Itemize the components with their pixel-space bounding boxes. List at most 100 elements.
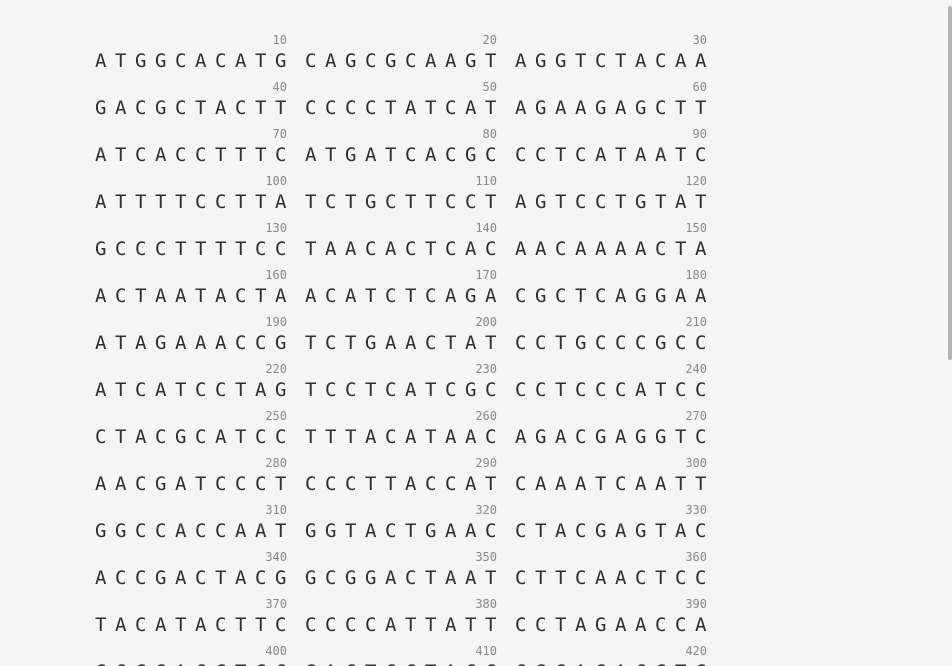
nucleotide: A	[635, 473, 647, 495]
nucleotide: A	[675, 285, 687, 307]
nucleotide: G	[655, 285, 667, 307]
position-number: 400	[265, 644, 287, 658]
nucleotide: A	[235, 567, 247, 589]
vertical-scrollbar[interactable]	[946, 0, 952, 666]
nucleotide: C	[485, 426, 497, 448]
nucleotide: A	[95, 144, 107, 166]
nucleotide: A	[575, 660, 595, 666]
nucleotide: C	[275, 238, 287, 260]
nucleotide: A	[365, 520, 377, 542]
nucleotide: C	[445, 473, 457, 495]
nucleotide: C	[465, 660, 485, 666]
nucleotide: T	[555, 379, 567, 401]
nucleotide: C	[325, 97, 337, 119]
nucleotide: C	[175, 97, 187, 119]
base-group: CGGAGACCTC	[515, 660, 715, 666]
nucleotide: T	[215, 238, 227, 260]
nucleotide: G	[595, 97, 607, 119]
nucleotide: C	[515, 614, 527, 636]
nucleotide: A	[595, 144, 607, 166]
position-numbers: 10 20 30	[95, 33, 725, 49]
nucleotide: C	[385, 191, 397, 213]
nucleotide: C	[385, 426, 397, 448]
nucleotide: C	[575, 379, 587, 401]
position-number: 300	[685, 456, 707, 470]
nucleotide: C	[515, 285, 527, 307]
nucleotide: G	[95, 238, 107, 260]
nucleotide: A	[95, 332, 107, 354]
nucleotide: T	[425, 238, 437, 260]
nucleotide: A	[215, 426, 227, 448]
nucleotide: C	[595, 191, 607, 213]
nucleotide: C	[385, 520, 397, 542]
nucleotide: C	[135, 97, 147, 119]
position-number: 260	[475, 409, 497, 423]
nucleotide: C	[195, 426, 207, 448]
position-numbers: 190 200 210	[95, 315, 725, 331]
nucleotide: A	[675, 191, 687, 213]
nucleotide: C	[195, 191, 207, 213]
nucleotide: C	[675, 379, 687, 401]
nucleotide: A	[445, 50, 457, 72]
position-number: 20	[482, 33, 497, 47]
position-number: 230	[475, 362, 497, 376]
sequence-row: 220 230 240 A T C A T C C T A G T C C T C A T C G C C C T C C C A T C C	[95, 362, 725, 409]
nucleotide: C	[155, 426, 167, 448]
position-number: 130	[265, 221, 287, 235]
nucleotide: G	[155, 473, 167, 495]
nucleotide: G	[635, 520, 647, 542]
position-number: 310	[265, 503, 287, 517]
nucleotide: A	[555, 473, 567, 495]
nucleotide: C	[595, 285, 607, 307]
nucleotide: T	[615, 144, 627, 166]
nucleotide: C	[655, 238, 667, 260]
nucleotide: C	[325, 473, 337, 495]
nucleotide: G	[575, 332, 587, 354]
sequence-row: 400410420CCCGACCTCCGACTCCTACCCGGAGACCTC	[95, 644, 725, 666]
nucleotide: C	[445, 191, 457, 213]
nucleotide: A	[115, 473, 127, 495]
nucleotide: G	[305, 520, 317, 542]
nucleotide: A	[405, 379, 417, 401]
nucleotide: T	[405, 285, 417, 307]
nucleotide: T	[155, 191, 167, 213]
nucleotide: T	[305, 191, 317, 213]
nucleotide: G	[135, 50, 147, 72]
position-number: 10	[272, 33, 287, 47]
nucleotide: C	[465, 191, 477, 213]
nucleotide: G	[155, 567, 167, 589]
nucleotide: C	[155, 520, 167, 542]
nucleotide: T	[675, 426, 687, 448]
nucleotide: C	[405, 567, 417, 589]
scrollbar-thumb[interactable]	[948, 6, 952, 360]
nucleotide: C	[695, 426, 707, 448]
nucleotide: C	[675, 614, 687, 636]
nucleotide: C	[255, 332, 267, 354]
nucleotide: C	[325, 285, 337, 307]
nucleotide: T	[675, 238, 687, 260]
nucleotide: T	[425, 191, 437, 213]
nucleotide: A	[345, 285, 357, 307]
nucleotide: A	[655, 144, 667, 166]
nucleotide: T	[445, 332, 457, 354]
nucleotide: C	[235, 332, 247, 354]
nucleotide: C	[695, 520, 707, 542]
nucleotide: A	[445, 426, 457, 448]
nucleotide: C	[445, 238, 457, 260]
nucleotide: T	[555, 614, 567, 636]
nucleotide: A	[615, 660, 635, 666]
nucleotide: A	[305, 144, 317, 166]
nucleotide: A	[405, 97, 417, 119]
sequence-row: 10 20 30 A T G G C A C A T G C A G C G C A A G T A G G T C T A C A A	[95, 33, 725, 80]
